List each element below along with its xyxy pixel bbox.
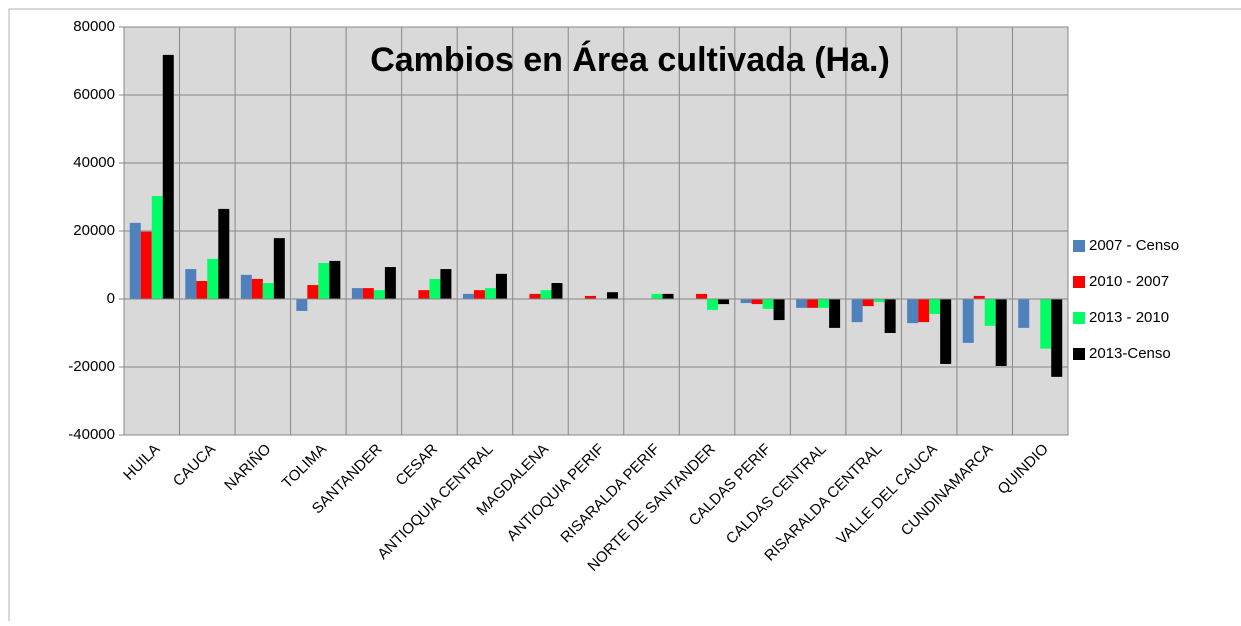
- legend-label: 2013-Censo: [1089, 345, 1171, 362]
- legend-label: 2007 - Censo: [1089, 237, 1179, 254]
- bar: [207, 258, 219, 299]
- bar: [373, 290, 385, 299]
- bar: [362, 288, 374, 299]
- bar: [151, 195, 163, 299]
- bar: [462, 293, 474, 299]
- bar: [696, 293, 708, 299]
- y-tick-label: 40000: [73, 154, 115, 171]
- bar: [551, 283, 563, 299]
- bar: [351, 288, 363, 299]
- bar: [773, 299, 785, 321]
- bar: [818, 299, 830, 308]
- legend-swatch: [1073, 276, 1085, 288]
- bar: [751, 299, 763, 305]
- bar: [296, 299, 308, 311]
- legend-label: 2010 - 2007: [1089, 273, 1169, 290]
- bar: [862, 299, 874, 307]
- legend-swatch: [1073, 240, 1085, 252]
- y-tick-label: 60000: [73, 86, 115, 103]
- bar: [307, 285, 319, 299]
- bar: [140, 231, 152, 299]
- bar: [240, 274, 252, 299]
- bar: [995, 299, 1007, 366]
- bar: [318, 262, 330, 299]
- bar: [940, 299, 952, 364]
- bar: [718, 299, 730, 305]
- bar: [196, 280, 208, 299]
- bar: [662, 293, 674, 299]
- y-tick-label: 80000: [73, 18, 115, 35]
- bar: [762, 299, 774, 309]
- bar: [540, 290, 552, 299]
- bar: [162, 54, 174, 299]
- bar: [829, 299, 841, 328]
- bar: [796, 299, 808, 308]
- bar: [262, 283, 274, 299]
- bar: [585, 295, 596, 299]
- y-tick-label: 20000: [73, 222, 115, 239]
- legend-swatch: [1073, 312, 1085, 324]
- bar: [484, 288, 496, 299]
- bar: [273, 238, 285, 299]
- bar: [740, 299, 752, 304]
- y-tick-label: -20000: [68, 358, 115, 375]
- y-tick-label: 0: [107, 290, 115, 307]
- bar: [984, 299, 996, 326]
- bar: [884, 299, 896, 333]
- bar: [929, 299, 941, 314]
- bar: [918, 299, 930, 323]
- bar: [973, 295, 985, 299]
- bar: [218, 208, 230, 299]
- y-tick-label: -40000: [68, 426, 115, 443]
- bar: [651, 293, 663, 299]
- bar: [429, 278, 441, 299]
- legend-swatch: [1073, 348, 1085, 360]
- legend-label: 2013 - 2010: [1089, 309, 1169, 326]
- bar: [607, 292, 618, 299]
- bar: [473, 290, 485, 299]
- bar: [495, 273, 507, 299]
- bar: [907, 299, 919, 324]
- bar: [873, 299, 885, 303]
- bar: [807, 299, 819, 308]
- bar: [440, 269, 452, 299]
- bar: [851, 299, 863, 323]
- bar: [1040, 299, 1052, 349]
- bar: [185, 269, 197, 299]
- bar: [129, 222, 141, 299]
- bar: [251, 278, 263, 299]
- bar: [329, 260, 341, 299]
- bar: [1051, 299, 1063, 377]
- bar: [707, 299, 719, 310]
- bar: [962, 299, 974, 343]
- chart-title: Cambios en Área cultivada (Ha.): [370, 41, 890, 79]
- bar: [418, 290, 430, 299]
- bar: [1018, 299, 1030, 328]
- bar: [529, 293, 541, 299]
- bar: [384, 267, 396, 299]
